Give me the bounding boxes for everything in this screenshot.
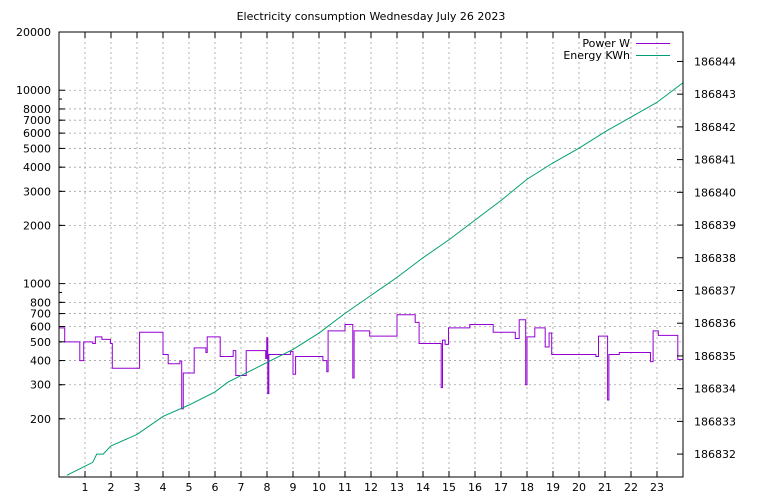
y2-tick-label: 186844 bbox=[694, 55, 736, 68]
y-tick-label: 10000 bbox=[16, 84, 51, 97]
y-tick-label: 5000 bbox=[23, 142, 51, 155]
y2-tick-label: 186843 bbox=[694, 88, 736, 101]
x-tick-label: 16 bbox=[468, 481, 482, 494]
legend: Power W Energy KWh bbox=[563, 37, 670, 62]
y-tick-label: 7000 bbox=[23, 114, 51, 127]
y2-tick-label: 186835 bbox=[694, 350, 736, 363]
y2-tick-label: 186832 bbox=[694, 448, 736, 461]
y-tick-label: 500 bbox=[30, 336, 51, 349]
y-tick-label: 1000 bbox=[23, 278, 51, 291]
x-tick-label: 11 bbox=[338, 481, 352, 494]
y-tick-label: 20000 bbox=[16, 26, 51, 39]
x-tick-label: 7 bbox=[238, 481, 245, 494]
x-tick-label: 12 bbox=[364, 481, 378, 494]
y-tick-label: 300 bbox=[30, 379, 51, 392]
series-group bbox=[59, 82, 684, 476]
x-tick-label: 21 bbox=[598, 481, 612, 494]
x-tick-label: 9 bbox=[290, 481, 297, 494]
y2-tick-label: 186834 bbox=[694, 383, 736, 396]
legend-label-power: Power W bbox=[582, 37, 630, 50]
y-tick-label: 2000 bbox=[23, 219, 51, 232]
y2-tick-label: 186837 bbox=[694, 284, 736, 297]
y-tick-label: 200 bbox=[30, 413, 51, 426]
x-tick-label: 17 bbox=[494, 481, 508, 494]
x-tick-label: 3 bbox=[134, 481, 141, 494]
y-tick-label: 4000 bbox=[23, 161, 51, 174]
x-tick-label: 15 bbox=[442, 481, 456, 494]
x-tick-label: 1 bbox=[82, 481, 89, 494]
y2-tick-label: 186833 bbox=[694, 415, 736, 428]
grid bbox=[59, 31, 683, 477]
x-tick-label: 18 bbox=[520, 481, 534, 494]
y-tick-label: 6000 bbox=[23, 127, 51, 140]
y-tick-label: 400 bbox=[30, 355, 51, 368]
y2-tick-label: 186842 bbox=[694, 121, 736, 134]
x-tick-label: 2 bbox=[108, 481, 115, 494]
y2-tick-label: 186841 bbox=[694, 154, 736, 167]
y-tick-label: 800 bbox=[30, 296, 51, 309]
x-tick-label: 20 bbox=[572, 481, 586, 494]
y2-tick-label: 186840 bbox=[694, 186, 736, 199]
y2-tick-label: 186838 bbox=[694, 252, 736, 265]
x-tick-label: 13 bbox=[390, 481, 404, 494]
x-tick-label: 10 bbox=[312, 481, 326, 494]
x-tick-label: 5 bbox=[186, 481, 193, 494]
legend-label-energy: Energy KWh bbox=[563, 49, 630, 62]
y-tick-label: 3000 bbox=[23, 185, 51, 198]
x-tick-label: 14 bbox=[416, 481, 430, 494]
series-line-energy-kwh bbox=[66, 82, 684, 476]
x-tick-label: 22 bbox=[624, 481, 638, 494]
y2-tick-label: 186839 bbox=[694, 219, 736, 232]
y2-tick-label: 186836 bbox=[694, 317, 736, 330]
x-tick-label: 8 bbox=[264, 481, 271, 494]
y-tick-label: 700 bbox=[30, 308, 51, 321]
x-tick-label: 19 bbox=[546, 481, 560, 494]
x-tick-label: 6 bbox=[212, 481, 219, 494]
x-tick-label: 4 bbox=[160, 481, 167, 494]
series-line-power-w bbox=[59, 314, 683, 410]
y-tick-label: 600 bbox=[30, 321, 51, 334]
chart-title: Electricity consumption Wednesday July 2… bbox=[237, 10, 506, 23]
x-tick-label: 23 bbox=[650, 481, 664, 494]
y-tick-label: 8000 bbox=[23, 103, 51, 116]
